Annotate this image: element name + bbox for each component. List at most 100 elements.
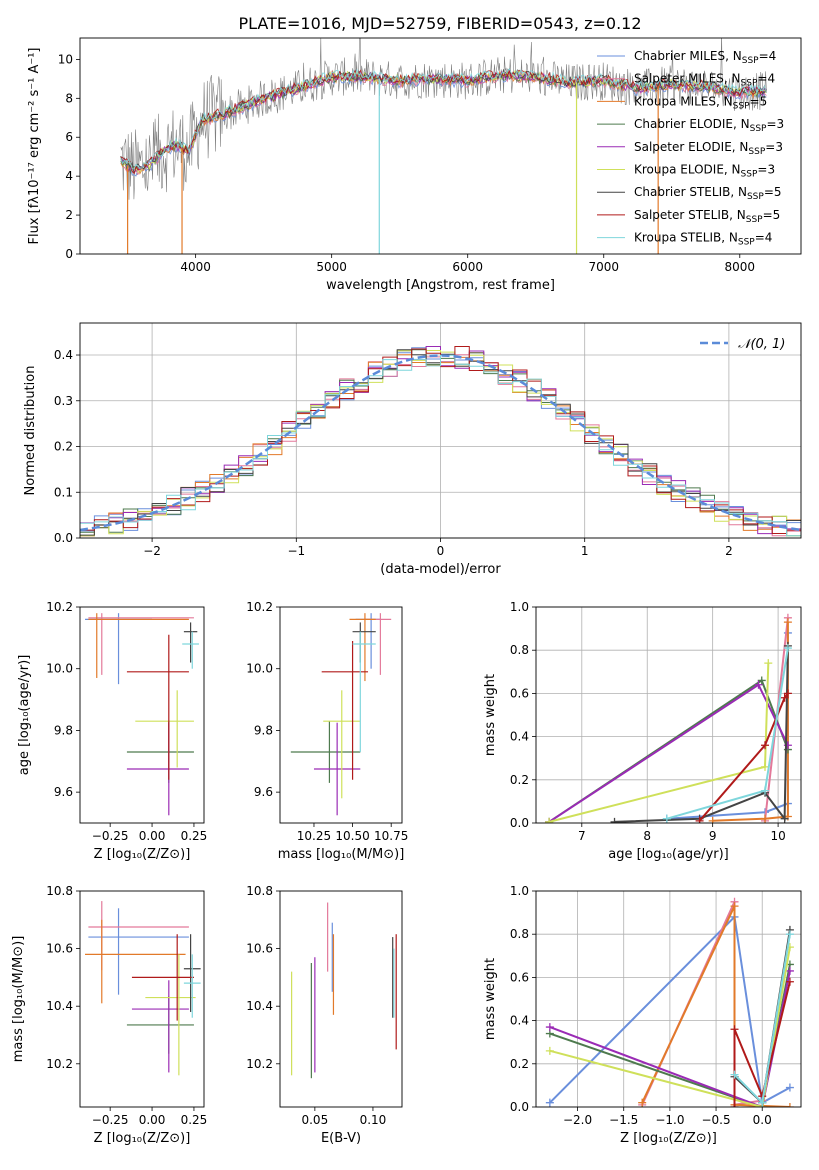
- x-axis-label: wavelength [Angstrom, rest frame]: [326, 278, 555, 293]
- mass-vs-Z-plot-area: [85, 901, 201, 1076]
- x-axis-label: Z [log₁₀(Z/Z⊙)]: [94, 1131, 191, 1146]
- y-tick-label: 0: [65, 247, 73, 261]
- weight-vs-Z-axis-group: −2.0 −1.5 −1.0 −0.5 0.0 0.0 0.2 0.4 0.6 0.8 1.0 Z […: [483, 884, 802, 1146]
- y-tick-label: 10.0: [46, 662, 73, 676]
- y-tick-label: 9.6: [54, 785, 73, 799]
- y-tick-label: 0.8: [510, 927, 529, 941]
- x-tick-label: −0.25: [92, 829, 129, 843]
- weight-vs-age-plot-area: [545, 613, 792, 823]
- x-tick-label: 10: [770, 829, 785, 843]
- weight-point: [761, 741, 770, 750]
- y-axis-label: mass weight: [483, 674, 498, 756]
- weight-line: [548, 678, 789, 823]
- legend-label-main: Kroupa STELIB, N: [634, 231, 738, 245]
- x-tick-label: 9: [709, 829, 717, 843]
- weight-point: [545, 1023, 554, 1032]
- weight-point: [785, 977, 794, 986]
- legend-label: Kroupa ELODIE, NSSP=3: [634, 163, 775, 180]
- y-tick-label: 10.8: [246, 884, 273, 898]
- weight-point: [783, 689, 792, 698]
- y-tick-label: 10.4: [246, 999, 273, 1013]
- x-tick-label: 10.25: [297, 829, 331, 843]
- spectrum-model-line: [120, 68, 767, 170]
- weight-line: [712, 622, 789, 822]
- weight-line: [698, 692, 789, 822]
- legend-label-sub: SSP: [750, 124, 767, 134]
- x-tick-label: 10.75: [374, 829, 408, 843]
- y-tick-label: 0.3: [54, 394, 73, 408]
- x-axis-label: age [log₁₀(age/yr)]: [608, 847, 729, 862]
- weight-point: [780, 693, 789, 702]
- weight-line: [614, 645, 789, 823]
- weight-point: [785, 930, 794, 939]
- weight-point: [662, 814, 671, 823]
- legend-label: Chabrier STELIB, NSSP=5: [634, 185, 782, 202]
- x-tick-label: 0.25: [181, 829, 208, 843]
- y-axis-label: age [log₁₀(age/yr)]: [17, 655, 32, 776]
- weight-point: [757, 676, 766, 685]
- legend-label-main: Chabrier MILES, N: [634, 49, 742, 63]
- legend-label-tail: =5: [750, 94, 768, 108]
- weight-line: [641, 901, 763, 1106]
- legend-label-sub: SSP: [738, 238, 755, 248]
- y-tick-label: 4: [65, 169, 73, 183]
- y-tick-label: 0.2: [54, 440, 73, 454]
- x-tick-label: −2.0: [563, 1113, 592, 1127]
- spectrum-model-line: [120, 69, 767, 175]
- x-tick-label: 8: [643, 829, 651, 843]
- x-tick-label: 2: [725, 544, 733, 558]
- x-tick-label: 0: [437, 544, 445, 558]
- weight-point: [783, 644, 792, 653]
- y-tick-label: 1.0: [510, 884, 529, 898]
- y-axis-label: mass [log₁₀(M/M⊙)]: [11, 936, 26, 1063]
- legend-label-sub: SSP: [741, 79, 758, 89]
- y-axis-label: Flux [fλ10⁻¹⁷ erg cm⁻² s⁻¹ A⁻¹]: [27, 48, 42, 245]
- y-tick-label: 1.0: [510, 600, 529, 614]
- legend-label-tail: =4: [755, 231, 773, 245]
- x-tick-label: −1.0: [655, 1113, 684, 1127]
- weight-point: [730, 1070, 739, 1079]
- x-tick-label: 6000: [452, 260, 483, 274]
- y-tick-label: 0.0: [54, 531, 73, 545]
- weight-point: [780, 814, 789, 823]
- y-axis-label: mass weight: [483, 958, 498, 1040]
- spectrum-frame: [79, 37, 802, 255]
- histogram-step: [80, 354, 801, 537]
- weight-line: [549, 914, 791, 1105]
- age-vs-mass-plot-area: [290, 613, 392, 816]
- x-axis-label: Z [log₁₀(Z/Z⊙)]: [94, 847, 191, 862]
- x-tick-label: −1.5: [609, 1113, 638, 1127]
- legend-label-tail: =3: [765, 140, 783, 154]
- legend-label-main: Kroupa ELODIE, N: [634, 163, 741, 177]
- y-tick-label: 10.8: [46, 884, 73, 898]
- weight-line: [666, 632, 789, 820]
- y-tick-label: 10: [58, 52, 73, 66]
- legend-label: Chabrier ELODIE, NSSP=3: [634, 117, 784, 134]
- x-tick-label: 0.05: [301, 1113, 328, 1127]
- normal-legend-label: 𝒩(0, 1): [738, 337, 785, 352]
- spectrum-axis-group: 4000 5000 6000 7000 8000 0 2 4 6 8 10 wavelength [A…: [27, 37, 802, 293]
- y-axis-label: Normed distribution: [23, 366, 38, 496]
- y-tick-label: 0.6: [510, 970, 529, 984]
- y-tick-label: 9.8: [254, 723, 273, 737]
- y-tick-label: 0.4: [510, 1014, 529, 1028]
- weight-vs-Z-plot-area: [545, 897, 794, 1107]
- weight-point: [545, 1046, 554, 1055]
- y-tick-label: 2: [65, 208, 73, 222]
- weight-point: [708, 816, 717, 823]
- legend-label-sub: SSP: [733, 101, 750, 111]
- y-tick-label: 0.4: [54, 348, 73, 362]
- legend-label-main: Chabrier STELIB, N: [634, 185, 747, 199]
- legend-label-sub: SSP: [746, 215, 763, 225]
- mass-vs-Z-axis-group: −0.25 0.00 0.25 10.2 10.4 10.6 10.8 Z [log₁₀(Z/…: [11, 884, 207, 1146]
- normal-curve: [80, 354, 801, 532]
- weight-point: [764, 659, 773, 668]
- age-vs-Z-plot-area: [85, 613, 199, 816]
- age-vs-Z-frame: [79, 606, 205, 824]
- legend-label-main: Chabrier ELODIE, N: [634, 117, 750, 131]
- y-tick-label: 0.6: [510, 686, 529, 700]
- y-tick-label: 10.6: [46, 942, 73, 956]
- legend-label: Chabrier MILES, NSSP=4: [634, 49, 776, 66]
- spectrum-plot-area: [120, 38, 767, 254]
